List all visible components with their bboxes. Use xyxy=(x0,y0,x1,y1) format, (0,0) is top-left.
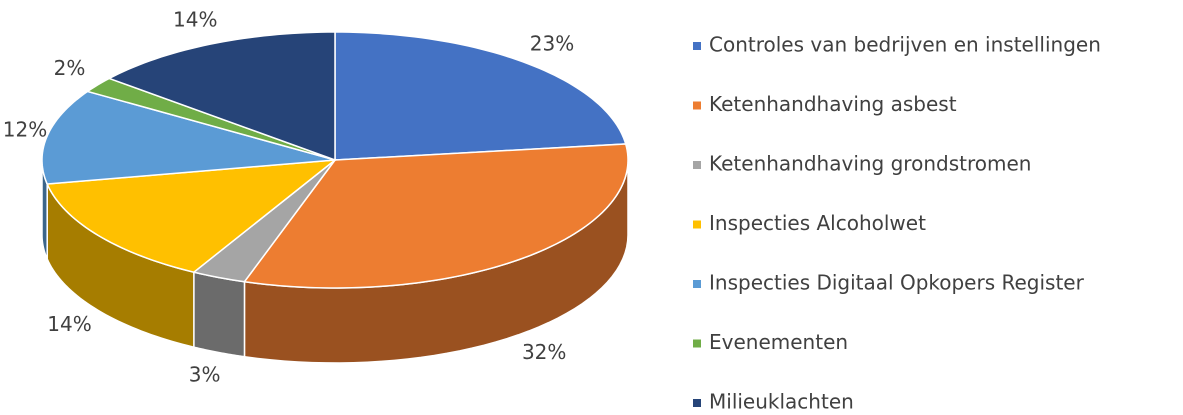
legend-label: Ketenhandhaving asbest xyxy=(709,92,957,116)
legend-swatch xyxy=(693,101,701,110)
legend-label: Inspecties Digitaal Opkopers Register xyxy=(709,271,1085,295)
slice xyxy=(41,90,336,185)
legend-label: Milieuklachten xyxy=(709,390,854,412)
data-label: 32% xyxy=(522,340,566,364)
data-label: 14% xyxy=(47,312,91,336)
legend-swatch xyxy=(693,280,701,288)
legend-swatch xyxy=(693,161,701,169)
legend-swatch xyxy=(693,220,701,229)
legend-swatch xyxy=(693,339,701,348)
slice xyxy=(107,31,336,162)
legend-swatch xyxy=(693,42,701,50)
legend-label: Evenementen xyxy=(709,330,848,354)
legend-swatch xyxy=(693,399,701,407)
slice xyxy=(46,159,338,273)
data-label: 12% xyxy=(3,118,47,142)
slice-wall xyxy=(193,271,246,358)
data-label: 3% xyxy=(189,362,221,386)
slice xyxy=(85,77,336,161)
legend-label: Controles van bedrijven en instellingen xyxy=(709,33,1101,57)
legend-label: Ketenhandhaving grondstromen xyxy=(709,152,1031,176)
slice xyxy=(243,143,629,289)
slice xyxy=(192,159,336,283)
slice xyxy=(334,31,627,161)
data-label: 14% xyxy=(173,8,217,32)
data-label: 23% xyxy=(530,31,574,55)
data-label: 2% xyxy=(54,56,86,80)
legend-label: Inspecties Alcoholwet xyxy=(709,211,926,235)
